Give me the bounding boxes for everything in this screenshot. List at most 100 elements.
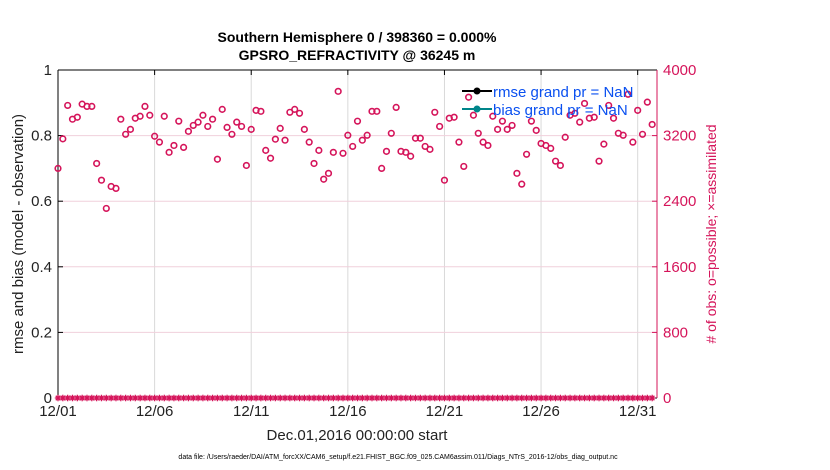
possible-obs-point: [262, 146, 270, 154]
assimilated-obs-point: [165, 394, 173, 402]
possible-obs-point: [184, 127, 193, 135]
assimilated-obs-point: [243, 394, 250, 402]
possible-obs-point: [465, 93, 473, 101]
assimilated-obs-point: [334, 394, 342, 402]
possible-obs-point: [266, 154, 275, 162]
assimilated-obs-point: [373, 394, 381, 402]
assimilated-obs-point: [494, 394, 501, 402]
assimilated-obs-point: [74, 394, 81, 402]
legend: rmse grand pr = NaN bias grand pr = NaN: [462, 84, 633, 119]
possible-obs-point: [237, 122, 246, 131]
assimilated-obs-point: [441, 394, 448, 402]
assimilated-obs-point: [146, 394, 153, 402]
possible-obs-point: [97, 176, 106, 184]
assimilated-obs-point: [446, 394, 453, 402]
legend-bias-marker: [473, 105, 481, 113]
possible-obs-point: [590, 113, 598, 121]
y-tick-label-left: 0.4: [31, 259, 52, 276]
assimilated-obs-point: [117, 394, 124, 402]
assimilated-obs-point: [98, 394, 105, 402]
possible-obs-point: [498, 117, 507, 125]
possible-obs-point: [624, 90, 632, 98]
assimilated-obs-point: [156, 394, 163, 402]
assimilated-obs-point: [238, 394, 245, 402]
assimilated-obs-point: [537, 394, 545, 402]
assimilated-obs-point: [339, 394, 347, 402]
assimilated-obs-point: [523, 394, 530, 402]
assimilated-obs-point: [291, 394, 298, 402]
possible-obs-point: [503, 125, 511, 133]
assimilated-obs-point: [508, 394, 516, 402]
assimilated-obs-point: [248, 394, 255, 402]
y-tick-label-left: 1: [44, 62, 52, 79]
possible-obs-point: [305, 138, 313, 146]
assimilated-obs-point: [475, 394, 482, 402]
assimilated-obs-point: [547, 394, 554, 402]
assimilated-obs-point: [136, 394, 144, 402]
assimilated-obs-point: [103, 394, 110, 402]
possible-obs-point: [247, 125, 255, 133]
assimilated-obs-point: [204, 394, 211, 402]
assimilated-obs-point: [629, 394, 637, 402]
assimilated-obs-point: [591, 394, 598, 402]
possible-obs-point: [431, 108, 439, 116]
assimilated-obs-point: [417, 394, 424, 402]
y-tick-label-right: 4000: [663, 62, 696, 79]
assimilated-obs-point: [127, 394, 134, 402]
possible-obs-point: [126, 125, 135, 133]
possible-obs-point: [576, 118, 584, 126]
assimilated-obs-point: [402, 394, 410, 402]
possible-obs-point: [276, 124, 284, 132]
assimilated-obs-point: [344, 394, 352, 402]
possible-obs-point: [194, 118, 202, 126]
possible-obs-point: [460, 162, 468, 171]
y-tick-label-right: 2400: [663, 193, 696, 210]
assimilated-obs-point: [219, 394, 226, 402]
assimilated-obs-point: [513, 394, 521, 402]
assimilated-obs-point: [54, 394, 62, 402]
possible-obs-point: [146, 111, 154, 119]
assimilated-obs-point: [431, 394, 438, 402]
assimilated-obs-point: [132, 394, 139, 402]
x-tick-label: 12/06: [136, 403, 174, 420]
assimilated-obs-point: [624, 394, 632, 402]
possible-obs-point: [518, 180, 526, 188]
assimilated-obs-point: [528, 394, 535, 402]
assimilated-obs-point: [252, 394, 260, 402]
assimilated-obs-point: [354, 394, 361, 402]
assimilated-obs-point: [185, 394, 192, 402]
assimilated-obs-point: [460, 394, 467, 402]
assimilated-obs-point: [170, 394, 178, 402]
assimilated-obs-point: [450, 394, 458, 402]
possible-obs-point: [392, 103, 400, 111]
possible-obs-point: [315, 146, 323, 154]
assimilated-obs-point: [489, 394, 496, 402]
assimilated-obs-point: [141, 394, 149, 402]
assimilated-obs-point: [296, 394, 303, 402]
assimilated-obs-point: [504, 394, 511, 402]
assimilated-obs-point: [484, 394, 492, 402]
possible-obs-point: [469, 111, 478, 119]
assimilated-obs-point: [436, 394, 443, 402]
possible-obs-point: [213, 155, 222, 163]
assimilated-obs-point: [610, 394, 617, 402]
x-tick-label: 12/16: [329, 403, 367, 420]
assimilated-obs-point: [465, 394, 472, 402]
assimilated-obs-point: [78, 394, 86, 402]
possible-obs-point: [648, 120, 656, 129]
possible-obs-point: [484, 141, 492, 150]
possible-obs-point: [117, 115, 125, 123]
possible-obs-point: [527, 117, 536, 125]
possible-obs-point: [373, 107, 381, 115]
possible-obs-point: [223, 123, 231, 131]
assimilated-obs-point: [533, 394, 540, 402]
assimilated-obs-point: [619, 394, 627, 402]
possible-obs-point: [339, 149, 347, 157]
assimilated-obs-point: [93, 394, 100, 402]
y-tick-label-right: 800: [663, 324, 688, 341]
assimilated-obs-point: [600, 394, 608, 402]
possible-obs-point: [551, 157, 560, 165]
assimilated-obs-point: [199, 394, 207, 402]
y-axis-label-right: # of obs: o=possible; ×=assimilated: [703, 124, 719, 343]
